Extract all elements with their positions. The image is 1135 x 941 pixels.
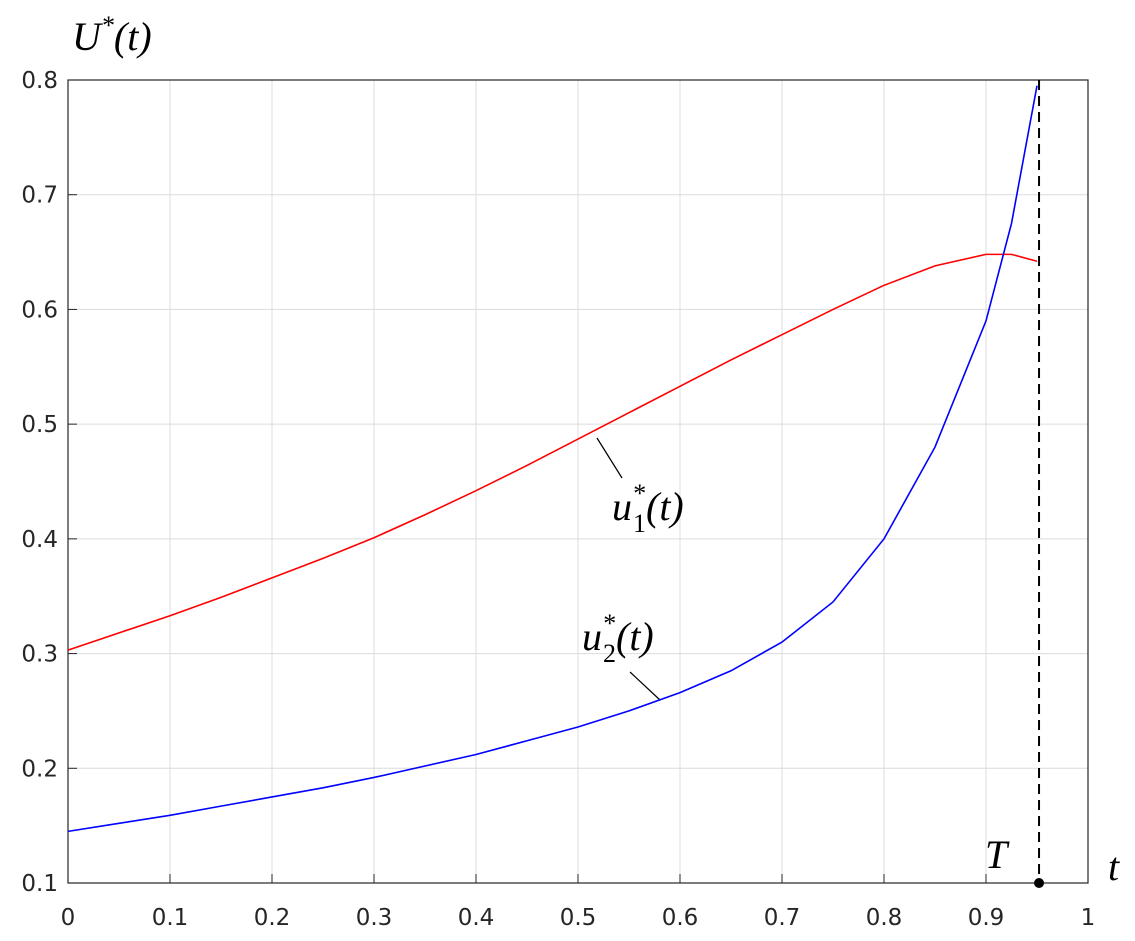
y-tick-label: 0.5 [21,412,58,438]
series-line [67,85,1038,833]
y-tick-label: 0.1 [21,871,58,897]
label-sup: * [632,479,645,508]
series-line [67,253,1038,651]
x-tick-label: 0.5 [560,905,597,931]
y-tick-label: 0.3 [21,642,58,668]
label-sub: 2 [603,639,616,668]
plot-frame [67,79,1089,884]
label-tail: (t) [616,614,654,659]
y-tick-label: 0.8 [21,68,58,94]
label-base: u [612,484,632,529]
label-tail: (t) [646,484,684,529]
label-sub: 1 [633,509,646,538]
y-tick-label: 0.6 [21,297,58,323]
leader-line [596,437,623,479]
y-label-sup: * [101,11,114,40]
y-tick-label: 0.2 [21,756,58,782]
x-axis-label: t [1108,844,1120,889]
x-tick-label: 0 [61,905,76,931]
y-tick-label: 0.7 [21,183,58,209]
y-label-tail: (t) [114,14,152,59]
label-sup: * [602,609,615,638]
y-axis-label: U*(t) [72,11,152,59]
x-tick-label: 0.8 [866,905,903,931]
label-base: u [582,614,602,659]
marker-dot [1034,878,1045,888]
x-tick-label: 0.6 [662,905,699,931]
x-tick-label: 0.9 [968,905,1005,931]
x-tick-label: 0.2 [254,905,291,931]
series-label: u* 2(t) [582,609,654,668]
x-tick-label: 0.3 [356,905,393,931]
x-tick-label: 0.4 [458,905,495,931]
x-tick-label: 0.7 [764,905,801,931]
series-label: u* 1(t) [612,479,684,538]
leader-line [629,671,661,701]
y-label-base: U [72,14,104,59]
x-tick-label: 1 [1081,905,1096,931]
y-tick-label: 0.4 [21,527,58,553]
x-tick-label: 0.1 [152,905,189,931]
marker-label: T [985,832,1010,877]
